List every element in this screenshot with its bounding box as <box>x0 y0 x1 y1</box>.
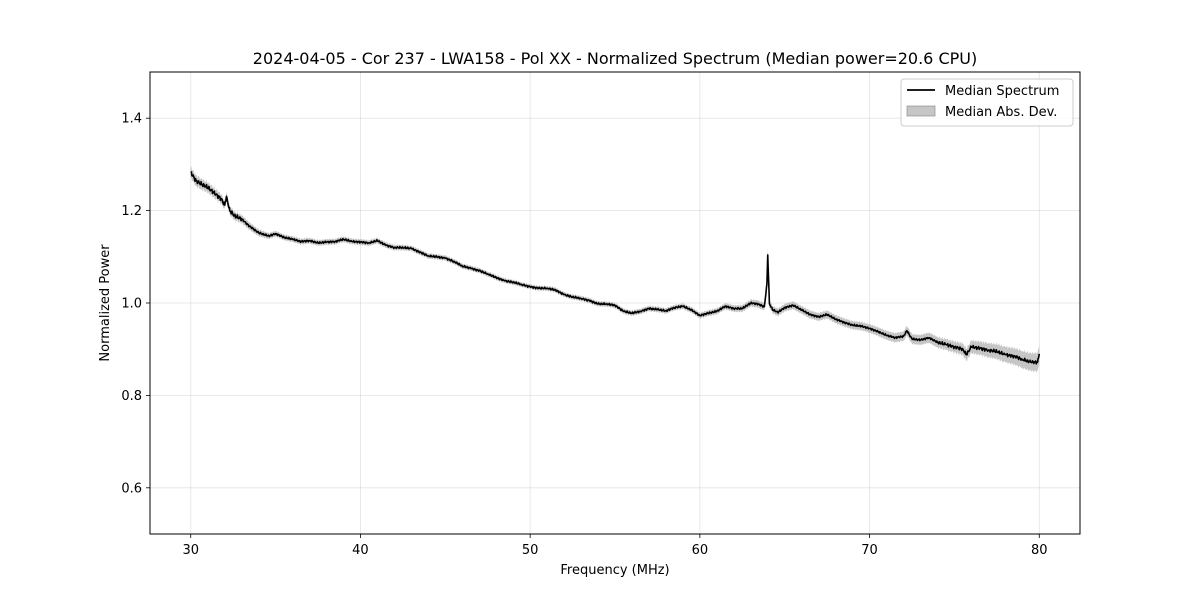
x-tick-label: 80 <box>1031 543 1048 558</box>
y-tick-label: 1.2 <box>121 204 142 219</box>
tick-layer: 30 40 50 60 70 80 0.6 0.8 1.0 1.2 1.4 <box>121 112 1047 558</box>
legend-entry-median-abs-dev: Median Abs. Dev. <box>945 105 1057 120</box>
x-tick-label: 70 <box>861 543 878 558</box>
spectrum-line-layer <box>190 171 1041 365</box>
legend-entry-median-spectrum: Median Spectrum <box>945 84 1059 99</box>
chart-title: 2024-04-05 - Cor 237 - LWA158 - Pol XX -… <box>253 49 977 68</box>
legend-box <box>900 78 1074 127</box>
median-spectrum-line <box>190 171 1041 365</box>
mad-band-layer <box>190 166 1040 373</box>
y-tick-label: 1.0 <box>121 297 142 312</box>
y-tick-label: 0.6 <box>121 481 142 496</box>
x-tick-label: 50 <box>522 543 539 558</box>
x-tick-label: 30 <box>182 543 199 558</box>
y-tick-label: 1.4 <box>121 112 142 127</box>
x-tick-label: 60 <box>692 543 709 558</box>
y-tick-label: 0.8 <box>121 389 142 404</box>
legend-band-swatch <box>906 105 936 117</box>
median-abs-dev-band <box>190 166 1040 373</box>
x-tick-label: 40 <box>352 543 369 558</box>
y-axis-label: Normalized Power <box>98 244 113 362</box>
legend: Median Spectrum Median Abs. Dev. <box>900 78 1074 127</box>
x-axis-label: Frequency (MHz) <box>560 563 669 578</box>
